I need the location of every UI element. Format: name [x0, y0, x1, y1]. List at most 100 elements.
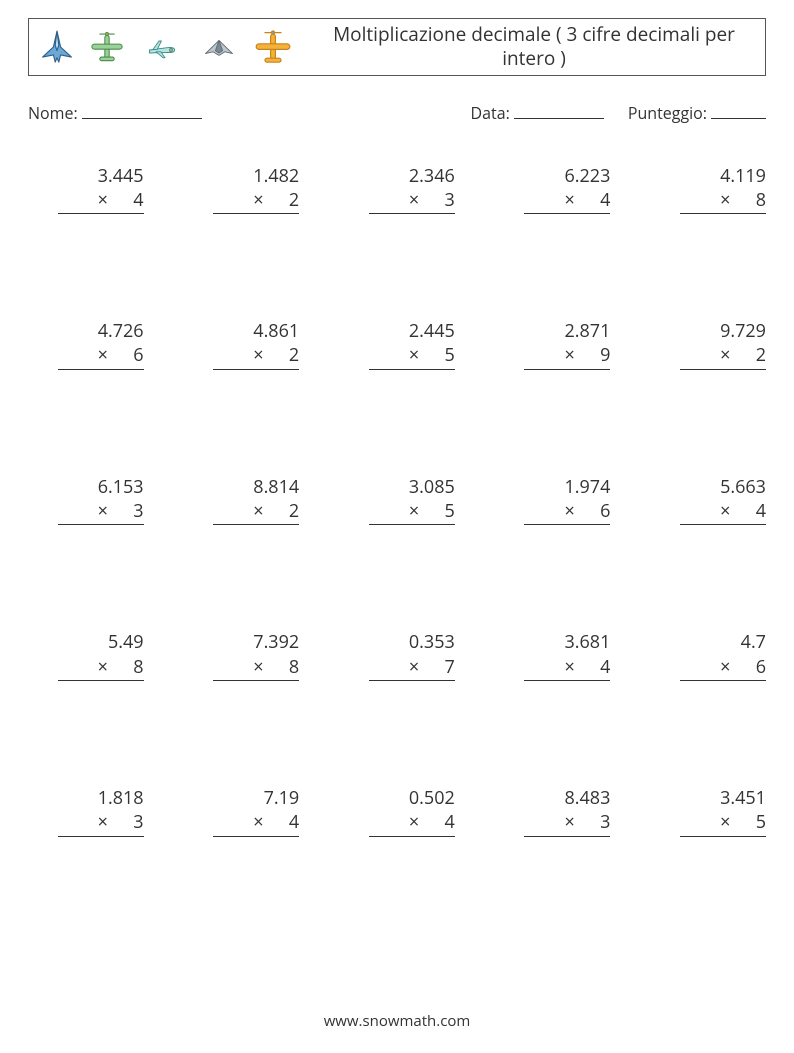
- problem-cell: 7.392× 8: [184, 630, 300, 681]
- times-operator: ×: [253, 343, 275, 367]
- name-label: Nome:: [28, 102, 78, 124]
- multiplication-stack: 6.223× 4: [524, 164, 610, 215]
- multiplicand: 8.483: [524, 786, 610, 810]
- multiplicand: 2.346: [369, 164, 455, 188]
- problem-cell: 4.726× 6: [28, 319, 144, 370]
- multiplier-row: × 3: [58, 810, 144, 836]
- multiplier-row: × 8: [213, 655, 299, 681]
- times-operator: ×: [720, 499, 742, 523]
- stealth-grey-icon: [197, 32, 241, 62]
- multiplier: 5: [445, 499, 455, 523]
- multiplier: 3: [445, 188, 455, 212]
- multiplicand: 7.19: [213, 786, 299, 810]
- times-operator: ×: [564, 499, 586, 523]
- multiplicand: 4.861: [213, 319, 299, 343]
- multiplication-stack: 9.729× 2: [680, 319, 766, 370]
- multiplicand: 7.392: [213, 630, 299, 654]
- multiplier-row: × 2: [213, 188, 299, 214]
- multiplicand: 3.681: [524, 630, 610, 654]
- multiplication-stack: 1.818× 3: [58, 786, 144, 837]
- multiplier: 8: [756, 188, 766, 212]
- times-operator: ×: [98, 810, 120, 834]
- multiplier: 9: [600, 343, 610, 367]
- multiplication-stack: 3.445× 4: [58, 164, 144, 215]
- multiplicand: 4.7: [680, 630, 766, 654]
- multiplication-stack: 0.502× 4: [369, 786, 455, 837]
- multiplier-row: × 3: [58, 499, 144, 525]
- header-box: Moltiplicazione decimale ( 3 cifre decim…: [28, 18, 766, 76]
- multiplier-row: × 9: [524, 343, 610, 369]
- multiplier-row: × 4: [524, 655, 610, 681]
- times-operator: ×: [409, 655, 431, 679]
- multiplicand: 3.085: [369, 475, 455, 499]
- multiplier-row: × 5: [369, 343, 455, 369]
- problem-cell: 1.818× 3: [28, 786, 144, 837]
- multiplier: 5: [445, 343, 455, 367]
- multiplier-row: × 3: [524, 810, 610, 836]
- problem-cell: 1.974× 6: [495, 475, 611, 526]
- multiplication-stack: 2.445× 5: [369, 319, 455, 370]
- times-operator: ×: [98, 499, 120, 523]
- problem-cell: 0.353× 7: [339, 630, 455, 681]
- multiplicand: 5.663: [680, 475, 766, 499]
- multiplication-stack: 2.346× 3: [369, 164, 455, 215]
- plane-front-blue-icon: [39, 27, 75, 67]
- date-blank[interactable]: [514, 100, 604, 119]
- multiplication-stack: 1.974× 6: [524, 475, 610, 526]
- multiplier: 2: [289, 188, 299, 212]
- times-operator: ×: [409, 188, 431, 212]
- multiplication-stack: 3.681× 4: [524, 630, 610, 681]
- multiplication-stack: 3.451× 5: [680, 786, 766, 837]
- multiplication-stack: 4.861× 2: [213, 319, 299, 370]
- plane-side-teal-icon: [139, 32, 185, 62]
- multiplier-row: × 2: [680, 343, 766, 369]
- multiplier-row: × 4: [524, 188, 610, 214]
- multiplier: 4: [445, 810, 455, 834]
- times-operator: ×: [564, 343, 586, 367]
- problems-grid: 3.445× 41.482× 22.346× 36.223× 44.119× 8…: [28, 164, 766, 837]
- multiplicand: 5.49: [58, 630, 144, 654]
- score-blank[interactable]: [711, 100, 766, 119]
- multiplier: 4: [289, 810, 299, 834]
- times-operator: ×: [253, 499, 275, 523]
- times-operator: ×: [409, 343, 431, 367]
- times-operator: ×: [253, 810, 275, 834]
- multiplier-row: × 8: [58, 655, 144, 681]
- problem-cell: 3.681× 4: [495, 630, 611, 681]
- multiplier-row: × 8: [680, 188, 766, 214]
- date-label: Data:: [471, 102, 510, 124]
- meta-row: Nome: Data: Punteggio:: [28, 100, 766, 124]
- times-operator: ×: [720, 343, 742, 367]
- multiplier: 6: [600, 499, 610, 523]
- plane-top-green-icon: [87, 29, 127, 65]
- multiplier: 4: [756, 499, 766, 523]
- problem-cell: 2.346× 3: [339, 164, 455, 215]
- problem-cell: 6.153× 3: [28, 475, 144, 526]
- multiplier: 8: [133, 655, 143, 679]
- multiplier: 8: [289, 655, 299, 679]
- multiplicand: 1.818: [58, 786, 144, 810]
- multiplication-stack: 4.7× 6: [680, 630, 766, 681]
- footer-url: www.snowmath.com: [0, 1011, 794, 1031]
- multiplier: 4: [600, 655, 610, 679]
- worksheet-title: Moltiplicazione decimale ( 3 cifre decim…: [303, 19, 765, 75]
- multiplier-row: × 2: [213, 499, 299, 525]
- multiplicand: 6.223: [524, 164, 610, 188]
- multiplicand: 4.726: [58, 319, 144, 343]
- problem-cell: 3.085× 5: [339, 475, 455, 526]
- multiplier-row: × 5: [369, 499, 455, 525]
- worksheet-page: Moltiplicazione decimale ( 3 cifre decim…: [0, 0, 794, 1053]
- multiplier-row: × 4: [680, 499, 766, 525]
- problem-cell: 7.19× 4: [184, 786, 300, 837]
- multiplier: 6: [756, 655, 766, 679]
- multiplier-row: × 6: [58, 343, 144, 369]
- header-icon-row: [29, 19, 303, 75]
- multiplier: 2: [756, 343, 766, 367]
- problem-cell: 3.451× 5: [650, 786, 766, 837]
- multiplicand: 1.482: [213, 164, 299, 188]
- multiplier: 7: [445, 655, 455, 679]
- name-blank[interactable]: [82, 100, 202, 119]
- times-operator: ×: [564, 655, 586, 679]
- multiplier-row: × 6: [524, 499, 610, 525]
- multiplier-row: × 2: [213, 343, 299, 369]
